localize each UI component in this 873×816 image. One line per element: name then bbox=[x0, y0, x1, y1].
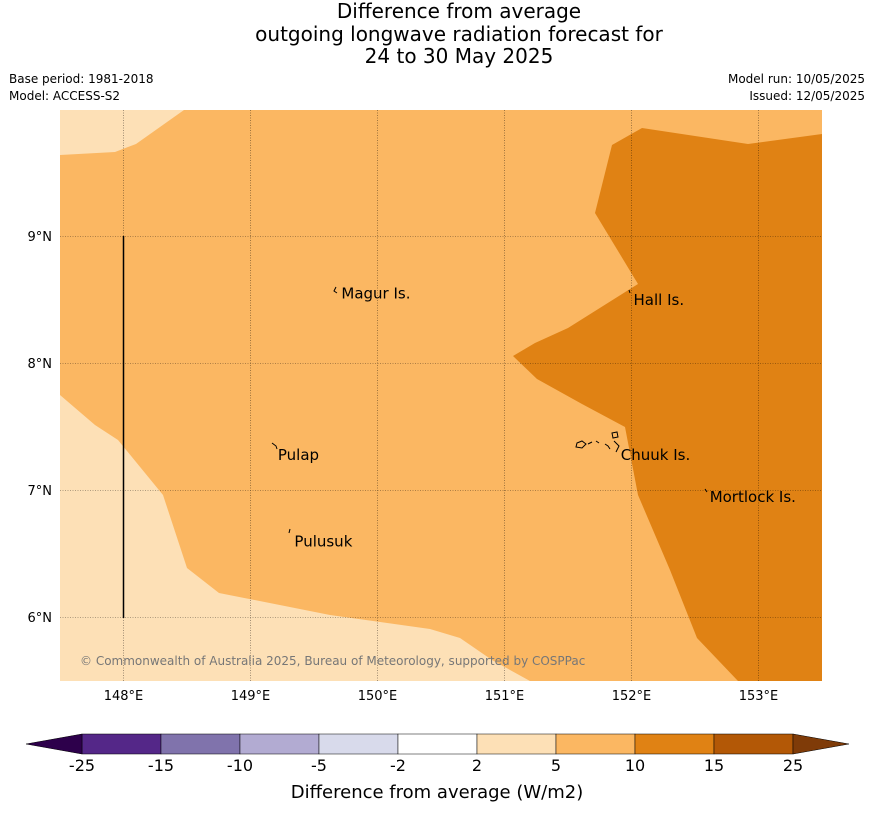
metadata-right: Model run: 10/05/2025 Issued: 12/05/2025 bbox=[728, 71, 865, 105]
lon-tick-label: 150°E bbox=[358, 689, 398, 704]
colorbar-tick-label: 15 bbox=[704, 756, 724, 775]
map-plot: Magur Is. Hall Is. Pulap Chuuk Is. Mortlock … bbox=[60, 110, 822, 681]
longitude-ticks: 148°E 149°E 150°E 151°E 152°E 153°E bbox=[104, 689, 779, 704]
island-pulusuk bbox=[288, 528, 291, 534]
colorbar-tick-label: 5 bbox=[551, 756, 561, 775]
colorbar-tick-label: -15 bbox=[148, 756, 174, 775]
island-chuuk-6 bbox=[613, 440, 620, 453]
colorbar-tick-label: 2 bbox=[472, 756, 482, 775]
model-run: Model run: 10/05/2025 bbox=[727, 72, 865, 86]
island-magur bbox=[333, 286, 338, 294]
colorbar-tick-label: -25 bbox=[69, 756, 95, 775]
lat-tick-label: 7°N bbox=[28, 484, 53, 499]
place-labels: Magur Is. Hall Is. Pulap Chuuk Is. Mortlock … bbox=[278, 285, 796, 551]
colorbar-over-arrow bbox=[792, 733, 850, 755]
colorbar-segment bbox=[555, 733, 636, 755]
model-name: Model: ACCESS-S2 bbox=[9, 89, 121, 103]
island-chuuk-3 bbox=[595, 440, 600, 444]
lon-tick-label: 152°E bbox=[612, 689, 652, 704]
lat-tick-label: 9°N bbox=[28, 230, 53, 245]
region-2-5-northwest bbox=[60, 110, 184, 155]
latitude-ticks: 9°N 8°N 7°N 6°N bbox=[28, 230, 53, 626]
lon-tick-label: 151°E bbox=[485, 689, 525, 704]
colorbar-label: Difference from average (W/m2) bbox=[291, 782, 583, 803]
island-shapes bbox=[271, 286, 708, 534]
colorbar-tick-label: 10 bbox=[625, 756, 645, 775]
colorbar-tick-label: -2 bbox=[390, 756, 406, 775]
island-pulap bbox=[271, 442, 278, 450]
colorbar-segment bbox=[713, 733, 794, 755]
place-label: Magur Is. bbox=[341, 285, 410, 303]
place-label: Mortlock Is. bbox=[710, 488, 796, 506]
island-chuuk-5 bbox=[611, 431, 619, 439]
place-label: Pulusuk bbox=[294, 532, 352, 550]
island-mortlock bbox=[704, 488, 708, 493]
lon-tick-label: 149°E bbox=[231, 689, 271, 704]
colorbar-segment bbox=[318, 733, 399, 755]
island-chuuk-1 bbox=[575, 440, 587, 449]
colorbar-tick-label: -5 bbox=[311, 756, 327, 775]
colorbar-segment bbox=[160, 733, 241, 755]
map-title: Difference from average outgoing longwav… bbox=[0, 0, 873, 68]
metadata-left: Base period: 1981-2018 Model: ACCESS-S2 bbox=[9, 71, 154, 105]
copyright-credit: © Commonwealth of Australia 2025, Bureau… bbox=[80, 654, 585, 668]
colorbar-segment bbox=[476, 733, 557, 755]
lat-tick-label: 6°N bbox=[28, 611, 53, 626]
colorbar-tick-label: -10 bbox=[227, 756, 253, 775]
island-hall bbox=[628, 289, 631, 294]
lon-tick-label: 148°E bbox=[104, 689, 144, 704]
title-line-2: outgoing longwave radiation forecast for bbox=[255, 21, 663, 46]
island-chuuk-2 bbox=[587, 441, 593, 445]
base-period: Base period: 1981-2018 bbox=[9, 72, 154, 86]
place-label: Pulap bbox=[278, 446, 319, 464]
title-line-3: 24 to 30 May 2025 bbox=[364, 44, 554, 68]
region-2-5-southwest bbox=[60, 395, 530, 681]
colorbar-ticks: -25 -15 -10 -5 -2 2 5 10 15 25 bbox=[69, 756, 803, 775]
colorbar-segment bbox=[239, 733, 320, 755]
island-chuuk-4 bbox=[604, 443, 611, 450]
title-line-1: Difference from average bbox=[336, 0, 582, 23]
colorbar-segment bbox=[397, 733, 478, 755]
issued-date: Issued: 12/05/2025 bbox=[749, 89, 865, 103]
region-10-15-east bbox=[513, 128, 822, 681]
colorbar-segment bbox=[634, 733, 715, 755]
place-label: Chuuk Is. bbox=[621, 446, 690, 464]
colorbar-under-arrow bbox=[25, 733, 83, 755]
colorbar-segment bbox=[81, 733, 162, 755]
lon-tick-label: 153°E bbox=[739, 689, 779, 704]
place-label: Hall Is. bbox=[634, 291, 685, 309]
lat-tick-label: 8°N bbox=[28, 357, 53, 372]
colorbar-tick-label: 25 bbox=[783, 756, 803, 775]
colorbar bbox=[25, 733, 850, 755]
